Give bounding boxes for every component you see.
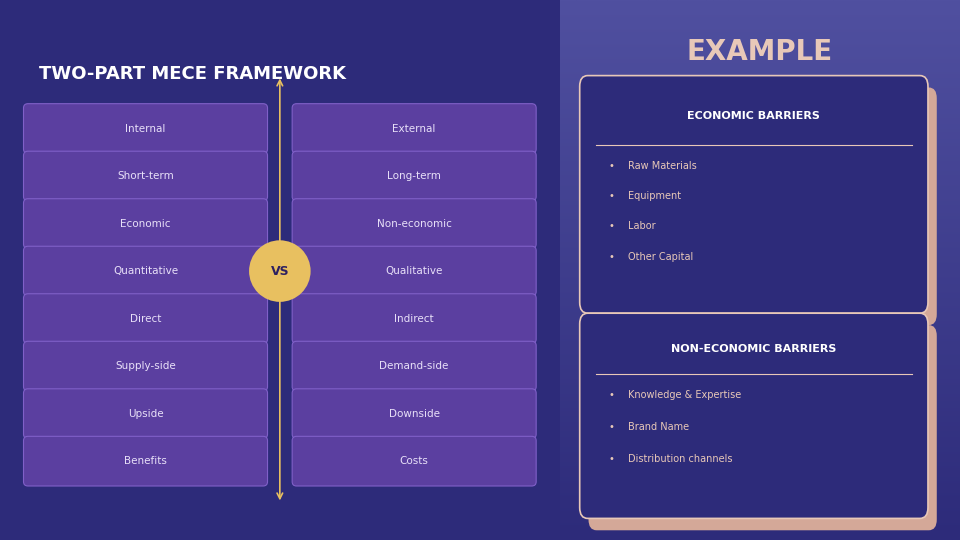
Text: Supply-side: Supply-side [115, 361, 176, 371]
FancyBboxPatch shape [292, 341, 537, 391]
Text: Distribution channels: Distribution channels [628, 454, 732, 464]
FancyBboxPatch shape [580, 76, 928, 313]
Text: EXAMPLE: EXAMPLE [686, 38, 833, 66]
FancyBboxPatch shape [292, 104, 537, 153]
Text: Internal: Internal [126, 124, 166, 133]
Text: External: External [393, 124, 436, 133]
Text: ECONOMIC BARRIERS: ECONOMIC BARRIERS [687, 111, 820, 120]
Text: Labor: Labor [628, 221, 656, 232]
Text: Raw Materials: Raw Materials [628, 161, 697, 171]
Text: Quantitative: Quantitative [113, 266, 178, 276]
FancyBboxPatch shape [292, 199, 537, 248]
FancyBboxPatch shape [292, 436, 537, 486]
FancyBboxPatch shape [588, 325, 937, 530]
Text: Non-economic: Non-economic [376, 219, 451, 228]
Text: Short-term: Short-term [117, 171, 174, 181]
FancyBboxPatch shape [292, 246, 537, 296]
FancyBboxPatch shape [292, 151, 537, 201]
FancyBboxPatch shape [23, 151, 268, 201]
Text: Long-term: Long-term [387, 171, 441, 181]
Ellipse shape [249, 240, 311, 302]
Text: Economic: Economic [120, 219, 171, 228]
Text: Brand Name: Brand Name [628, 422, 689, 432]
FancyBboxPatch shape [23, 104, 268, 153]
FancyBboxPatch shape [23, 389, 268, 438]
FancyBboxPatch shape [588, 87, 937, 325]
Text: •: • [609, 221, 614, 232]
FancyBboxPatch shape [580, 313, 928, 518]
Text: Indirect: Indirect [395, 314, 434, 323]
Text: Knowledge & Expertise: Knowledge & Expertise [628, 390, 741, 400]
Text: •: • [609, 252, 614, 262]
Text: Demand-side: Demand-side [379, 361, 449, 371]
FancyBboxPatch shape [23, 294, 268, 343]
Text: •: • [609, 422, 614, 432]
FancyBboxPatch shape [23, 436, 268, 486]
FancyBboxPatch shape [23, 199, 268, 248]
Text: Upside: Upside [128, 409, 163, 419]
Text: •: • [609, 161, 614, 171]
Text: Benefits: Benefits [124, 456, 167, 466]
FancyBboxPatch shape [23, 246, 268, 296]
Text: VS: VS [271, 265, 289, 278]
Text: Other Capital: Other Capital [628, 252, 693, 262]
FancyBboxPatch shape [292, 294, 537, 343]
Text: NON-ECONOMIC BARRIERS: NON-ECONOMIC BARRIERS [671, 344, 836, 354]
Text: Direct: Direct [130, 314, 161, 323]
Text: Downside: Downside [389, 409, 440, 419]
FancyBboxPatch shape [292, 389, 537, 438]
Text: Qualitative: Qualitative [386, 266, 443, 276]
Text: •: • [609, 191, 614, 201]
Text: •: • [609, 390, 614, 400]
Text: •: • [609, 454, 614, 464]
Text: TWO-PART MECE FRAMEWORK: TWO-PART MECE FRAMEWORK [39, 65, 347, 83]
Text: Equipment: Equipment [628, 191, 681, 201]
FancyBboxPatch shape [23, 341, 268, 391]
Text: Costs: Costs [399, 456, 428, 466]
